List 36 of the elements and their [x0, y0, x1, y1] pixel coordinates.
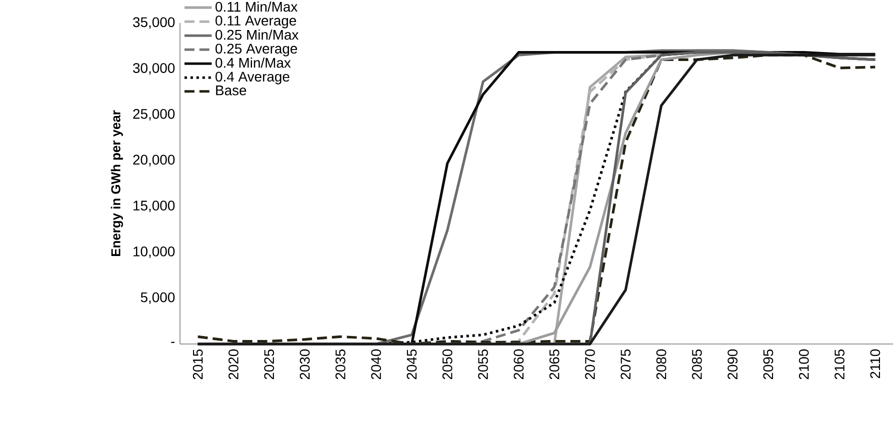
x-tick-label: 2110	[870, 349, 880, 378]
x-tick-label: 2060	[514, 349, 524, 380]
x-tick-label: 2035	[335, 349, 346, 380]
x-tick-label: 2070	[585, 349, 595, 380]
legend-label: 0.11 Min/Max	[216, 2, 298, 12]
x-tick-label: 2065	[549, 349, 560, 380]
y-tick-label: -	[171, 342, 175, 343]
x-tick-label: 2040	[371, 349, 382, 380]
legend-label: 0.4 Average	[216, 72, 290, 84]
x-tick-label: 2090	[728, 349, 738, 380]
legend-label: 0.11 Average	[216, 16, 296, 28]
y-tick-label: 25,000	[133, 108, 175, 120]
y-tick-label: 35,000	[133, 17, 175, 29]
x-tick-label: 2050	[442, 349, 452, 380]
x-tick-label: 2015	[192, 349, 203, 380]
x-tick-label: 2100	[798, 349, 809, 380]
y-tick-label: 5,000	[140, 292, 175, 304]
x-tick-label: 2020	[228, 349, 238, 380]
legend-label: Base	[216, 86, 246, 96]
x-tick-label: 2030	[300, 349, 310, 380]
y-tick-label: 30,000	[133, 63, 175, 75]
x-tick-label: 2080	[656, 349, 666, 380]
x-tick-label: 2105	[834, 349, 844, 380]
x-tick-label: 2055	[478, 349, 488, 380]
legend-label: 0.4 Min/Max	[216, 58, 291, 68]
x-tick-label: 2095	[763, 349, 774, 380]
y-tick-label: 20,000	[133, 154, 175, 166]
legend-label: 0.25 Min/Max	[216, 30, 299, 40]
y-tick-label: 15,000	[134, 200, 175, 212]
legend-label: 0.25 Average	[216, 44, 298, 56]
x-tick-label: 2075	[620, 349, 631, 380]
y-axis-title: Energy in GWh per year	[110, 110, 124, 256]
x-tick-label: 2085	[692, 349, 702, 380]
x-tick-label: 2045	[406, 349, 417, 380]
x-tick-label: 2025	[264, 349, 274, 380]
y-tick-label: 10,000	[134, 246, 175, 258]
